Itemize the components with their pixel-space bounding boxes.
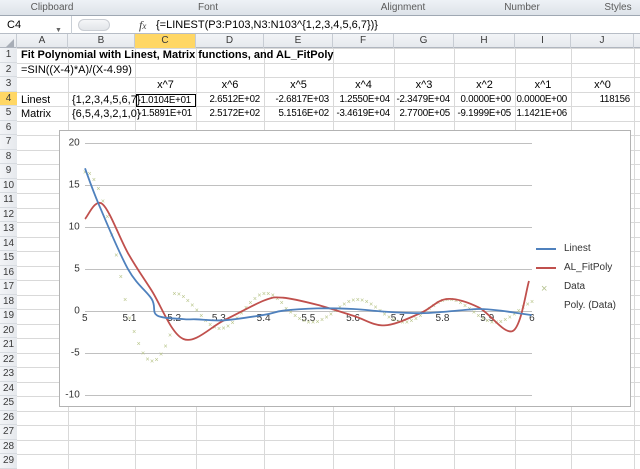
svg-text:×: × (203, 317, 207, 324)
svg-text:×: × (351, 297, 355, 304)
svg-text:×: × (136, 341, 140, 348)
svg-text:×: × (311, 319, 315, 326)
svg-text:×: × (302, 318, 306, 325)
svg-text:×: × (92, 176, 96, 183)
svg-text:×: × (485, 318, 489, 325)
svg-text:×: × (154, 357, 158, 364)
svg-text:×: × (346, 299, 350, 306)
svg-text:×: × (190, 302, 194, 309)
svg-text:×: × (414, 315, 418, 322)
svg-text:×: × (266, 291, 270, 298)
svg-text:×: × (297, 315, 301, 322)
svg-text:×: × (226, 323, 230, 330)
svg-text:×: × (119, 274, 123, 281)
svg-text:×: × (141, 350, 145, 357)
svg-text:×: × (221, 325, 225, 332)
svg-text:×: × (127, 315, 131, 322)
svg-text:×: × (472, 309, 476, 316)
svg-text:×: × (132, 329, 136, 336)
svg-text:×: × (168, 332, 172, 339)
svg-text:×: × (177, 291, 181, 298)
svg-text:×: × (530, 299, 534, 306)
svg-text:×: × (476, 313, 480, 320)
svg-text:×: × (217, 325, 221, 332)
svg-text:×: × (279, 300, 283, 307)
svg-text:×: × (145, 356, 149, 363)
svg-text:×: × (186, 297, 190, 304)
svg-text:×: × (159, 351, 163, 358)
svg-text:×: × (123, 296, 127, 303)
svg-text:×: × (315, 318, 319, 325)
svg-text:×: × (503, 317, 507, 324)
svg-text:×: × (329, 311, 333, 318)
svg-text:×: × (163, 343, 167, 350)
svg-text:×: × (253, 295, 257, 302)
svg-text:×: × (342, 301, 346, 308)
svg-text:×: × (507, 314, 511, 321)
svg-text:×: × (364, 299, 368, 306)
svg-text:×: × (360, 297, 364, 304)
svg-text:×: × (195, 307, 199, 314)
svg-text:×: × (257, 292, 261, 299)
svg-text:×: × (96, 186, 100, 193)
svg-text:×: × (114, 252, 118, 259)
svg-text:×: × (320, 317, 324, 324)
svg-text:×: × (172, 290, 176, 297)
svg-text:×: × (409, 318, 413, 325)
